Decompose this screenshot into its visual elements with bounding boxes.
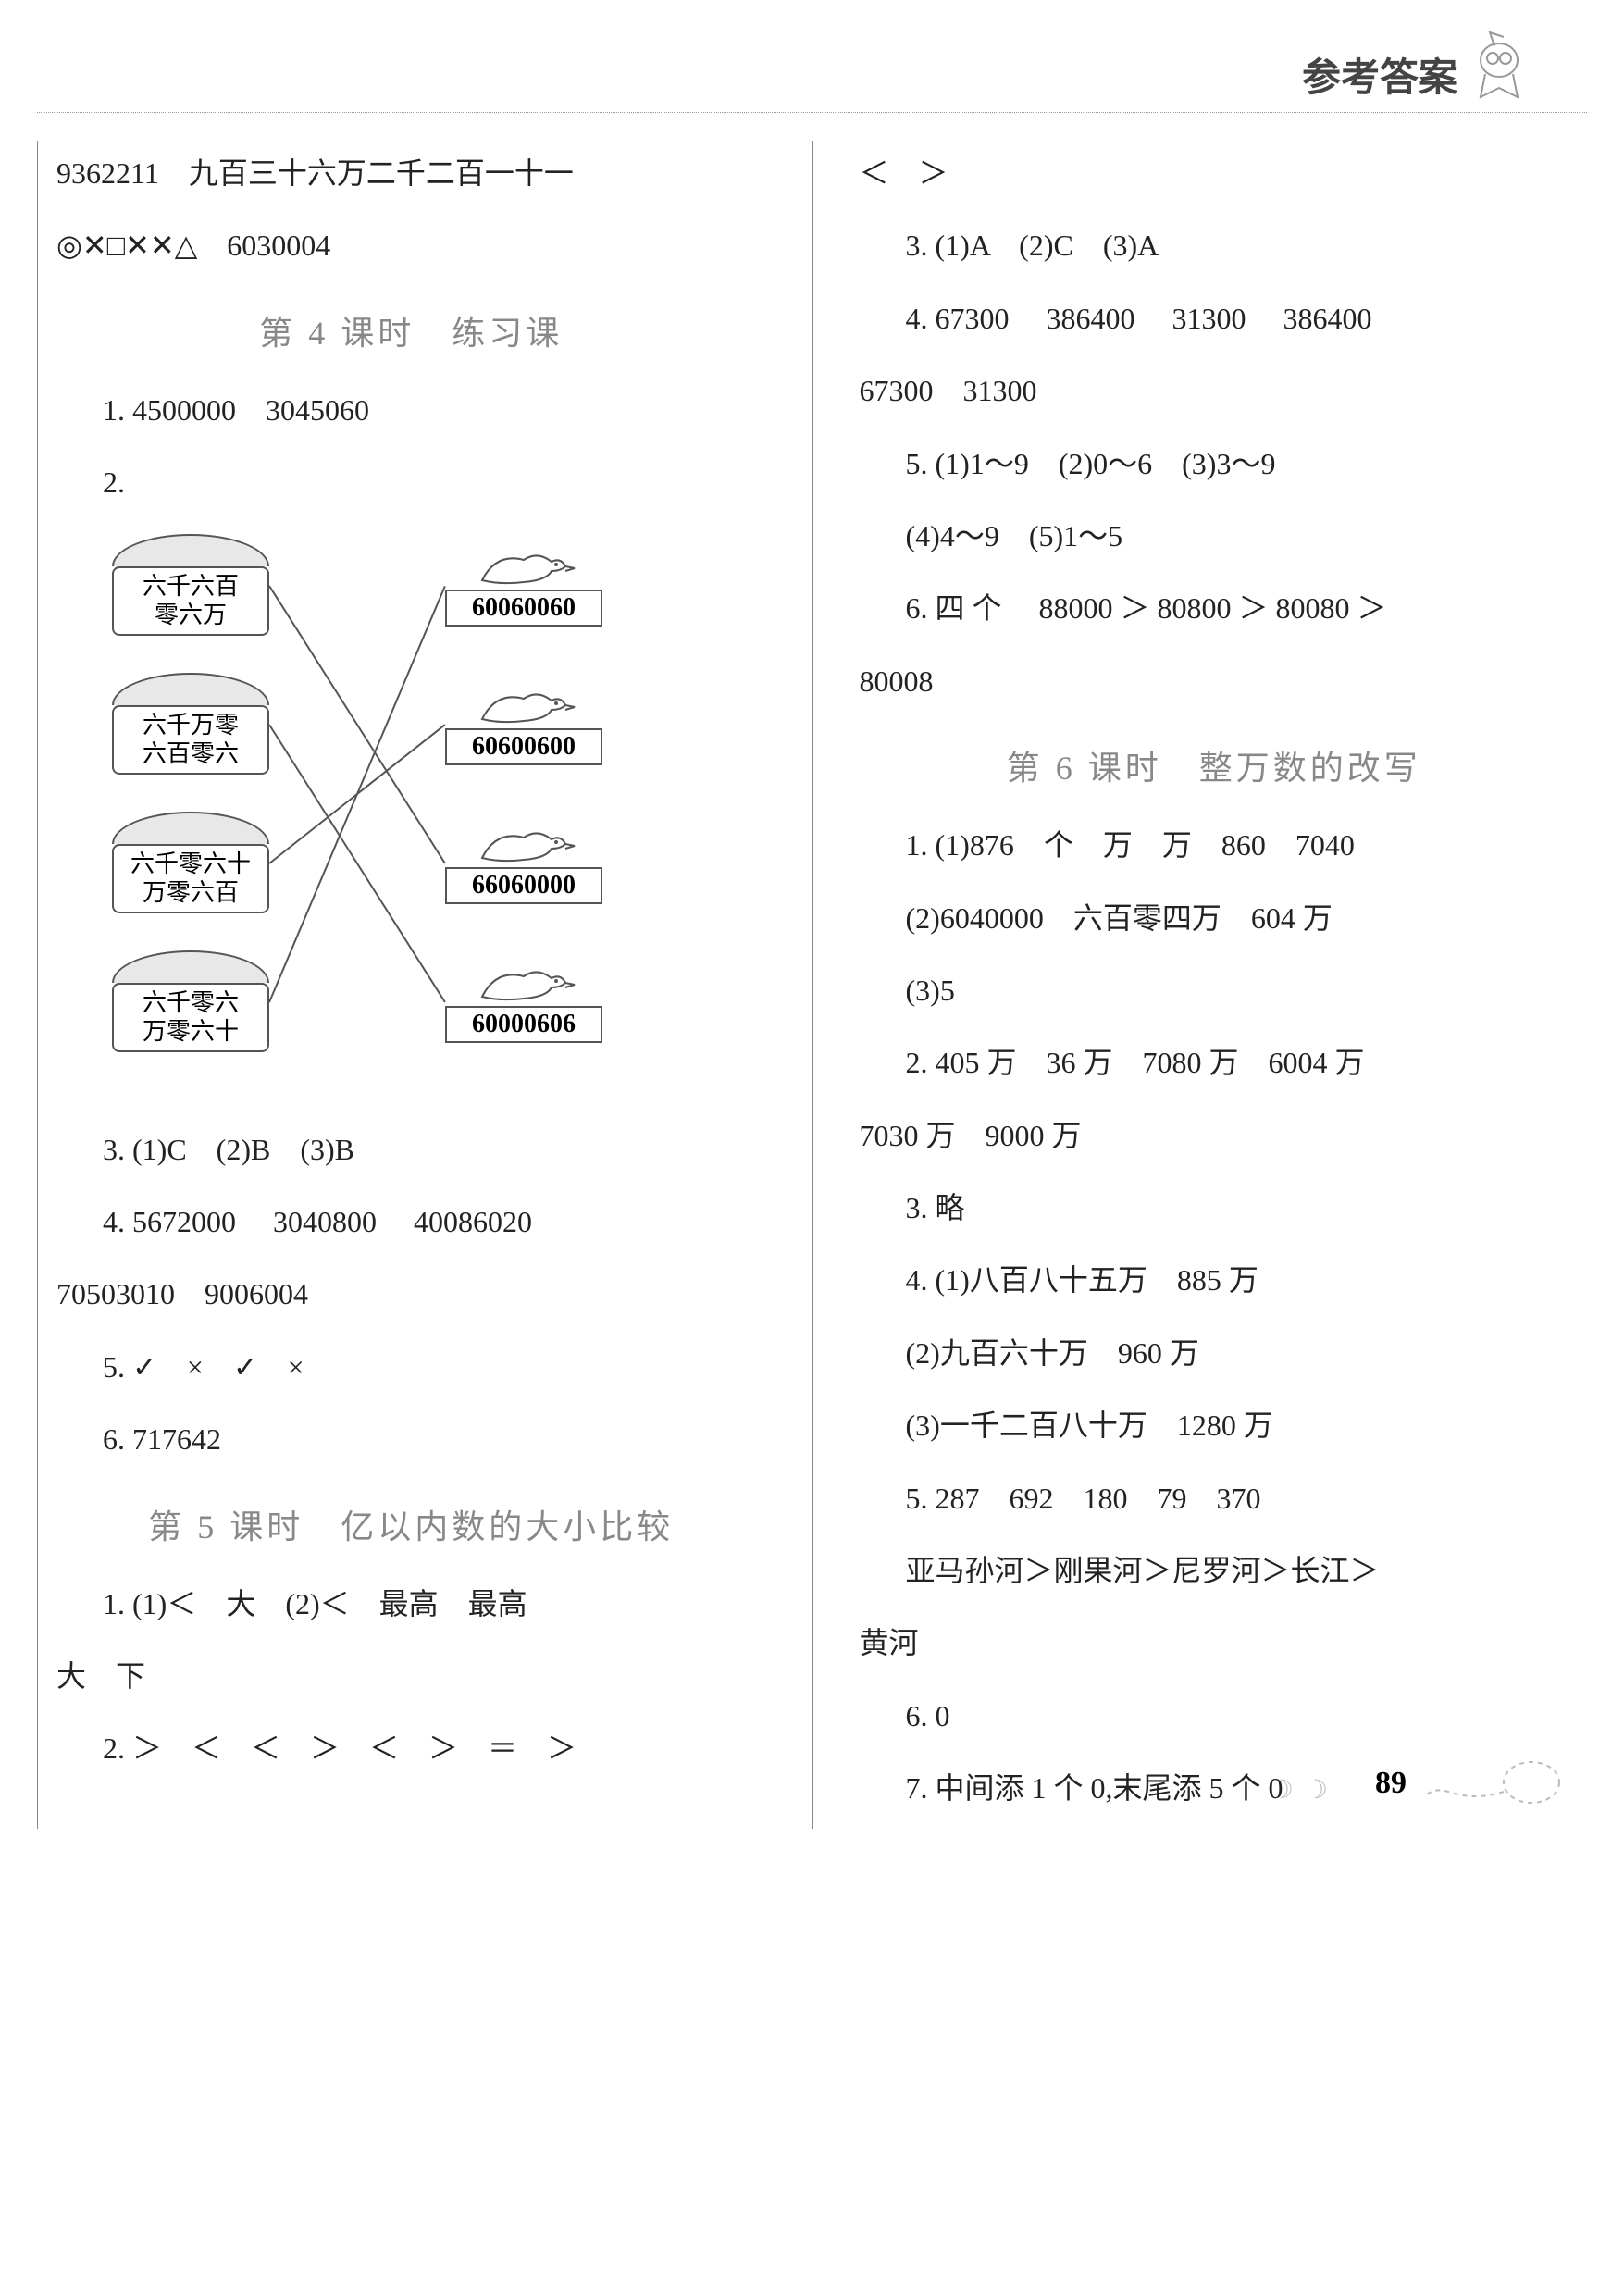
text-line: (3)一千二百八十万 1280 万 [860, 1393, 1569, 1458]
bird-icon [473, 543, 584, 590]
text-line: 亚马孙河＞刚果河＞尼罗河＞长江＞ [860, 1538, 1569, 1603]
text-line: 4. (1)八百八十五万 885 万 [860, 1248, 1569, 1312]
text-line: 1. 4500000 3045060 [56, 378, 766, 442]
house-1: 六千万零六百零六 [112, 673, 269, 775]
text-line: 5. 287 692 180 79 370 [860, 1466, 1569, 1531]
text-line: 5. (1)1～9 (2)0～6 (3)3～9 [860, 431, 1569, 496]
text-line: (2)6040000 六百零四万 604 万 [860, 886, 1569, 950]
header-divider [37, 112, 1587, 113]
text-line: (3)5 [860, 958, 1569, 1023]
text-line: 2. [56, 450, 766, 515]
text-line: 1. (1)876 个 万 万 860 7040 [860, 813, 1569, 877]
bird-3: 60000606 [445, 960, 602, 1043]
right-column: ＜ ＞ 3. (1)A (2)C (3)A 4. 67300 386400 31… [841, 141, 1588, 1829]
bird-0: 60060060 [445, 543, 602, 627]
text-line: 4. 67300 386400 31300 386400 [860, 286, 1569, 351]
text-line: 3. 略 [860, 1175, 1569, 1240]
bird-icon [473, 682, 584, 728]
house-label: 六千万零六百零六 [112, 705, 269, 775]
match-line [268, 724, 446, 1002]
house-2: 六千零六十万零六百 [112, 812, 269, 913]
house-label: 六千六百零六万 [112, 566, 269, 636]
text-line: (4)4～9 (5)1～5 [860, 503, 1569, 568]
text-line: 黄河 [860, 1610, 1569, 1675]
text-line: 7030 万 9000 万 [860, 1103, 1569, 1168]
bird-icon [473, 960, 584, 1006]
bird-2: 66060000 [445, 821, 602, 904]
matching-diagram: 六千六百零六万六千万零六百零六六千零六十万零六百六千零六万零六十 60060060… [93, 525, 630, 1099]
text-line: 80008 [860, 649, 1569, 714]
page-number: 89 [1375, 1766, 1407, 1801]
text-line: 6. 四 个 88000 ＞ 80800 ＞ 80080 ＞ [860, 576, 1569, 640]
page-title: 参考答案 [1302, 57, 1457, 100]
bird-number: 66060000 [445, 867, 602, 904]
text-line: 70503010 9006004 [56, 1261, 766, 1326]
text-line: 67300 31300 [860, 358, 1569, 423]
bird-icon [473, 821, 584, 867]
bird-number: 60060060 [445, 590, 602, 627]
text-line: ＜ ＞ [860, 141, 1569, 205]
text-line: 6. 0 [860, 1683, 1569, 1748]
match-line [268, 585, 446, 1002]
bird-1: 60600600 [445, 682, 602, 765]
text-line: 3. (1)C (2)B (3)B [56, 1117, 766, 1182]
bird-number: 60000606 [445, 1006, 602, 1043]
match-line [268, 585, 446, 863]
house-label: 六千零六十万零六百 [112, 844, 269, 913]
text-line: 9362211 九百三十六万二千二百一十一 [56, 141, 766, 205]
house-0: 六千六百零六万 [112, 534, 269, 636]
text-line: 大 下 [56, 1644, 766, 1708]
character-icon [1457, 28, 1541, 111]
bird-number: 60600600 [445, 728, 602, 765]
text-line: 3. (1)A (2)C (3)A [860, 213, 1569, 278]
house-3: 六千零六万零六十 [112, 950, 269, 1052]
left-column: 9362211 九百三十六万二千二百一十一 ◎✕□✕✕△ 6030004 第 4… [37, 141, 785, 1829]
text-line: 2. ＞ ＜ ＜ ＞ ＜ ＞ ＝ ＞ [56, 1716, 766, 1781]
text-line: 1. (1)＜ 大 (2)＜ 最高 最高 [56, 1571, 766, 1636]
house-label: 六千零六万零六十 [112, 983, 269, 1052]
section-title: 第 6 课时 整万数的改写 [860, 741, 1569, 789]
text-line: 2. 405 万 36 万 7080 万 6004 万 [860, 1030, 1569, 1095]
text-line: 4. 5672000 3040800 40086020 [56, 1189, 766, 1254]
text-line: (2)九百六十万 960 万 [860, 1321, 1569, 1385]
column-divider [812, 141, 813, 1829]
section-title: 第 4 课时 练习课 [56, 306, 766, 354]
squiggle-decoration [1420, 1755, 1568, 1810]
section-title: 第 5 课时 亿以内数的大小比较 [56, 1500, 766, 1548]
moon-decoration: ☽☽ [1271, 1774, 1328, 1806]
text-line: 5. ✓ × ✓ × [56, 1334, 766, 1399]
text-line: 6. 717642 [56, 1407, 766, 1471]
text-line: ◎✕□✕✕△ 6030004 [56, 213, 766, 278]
